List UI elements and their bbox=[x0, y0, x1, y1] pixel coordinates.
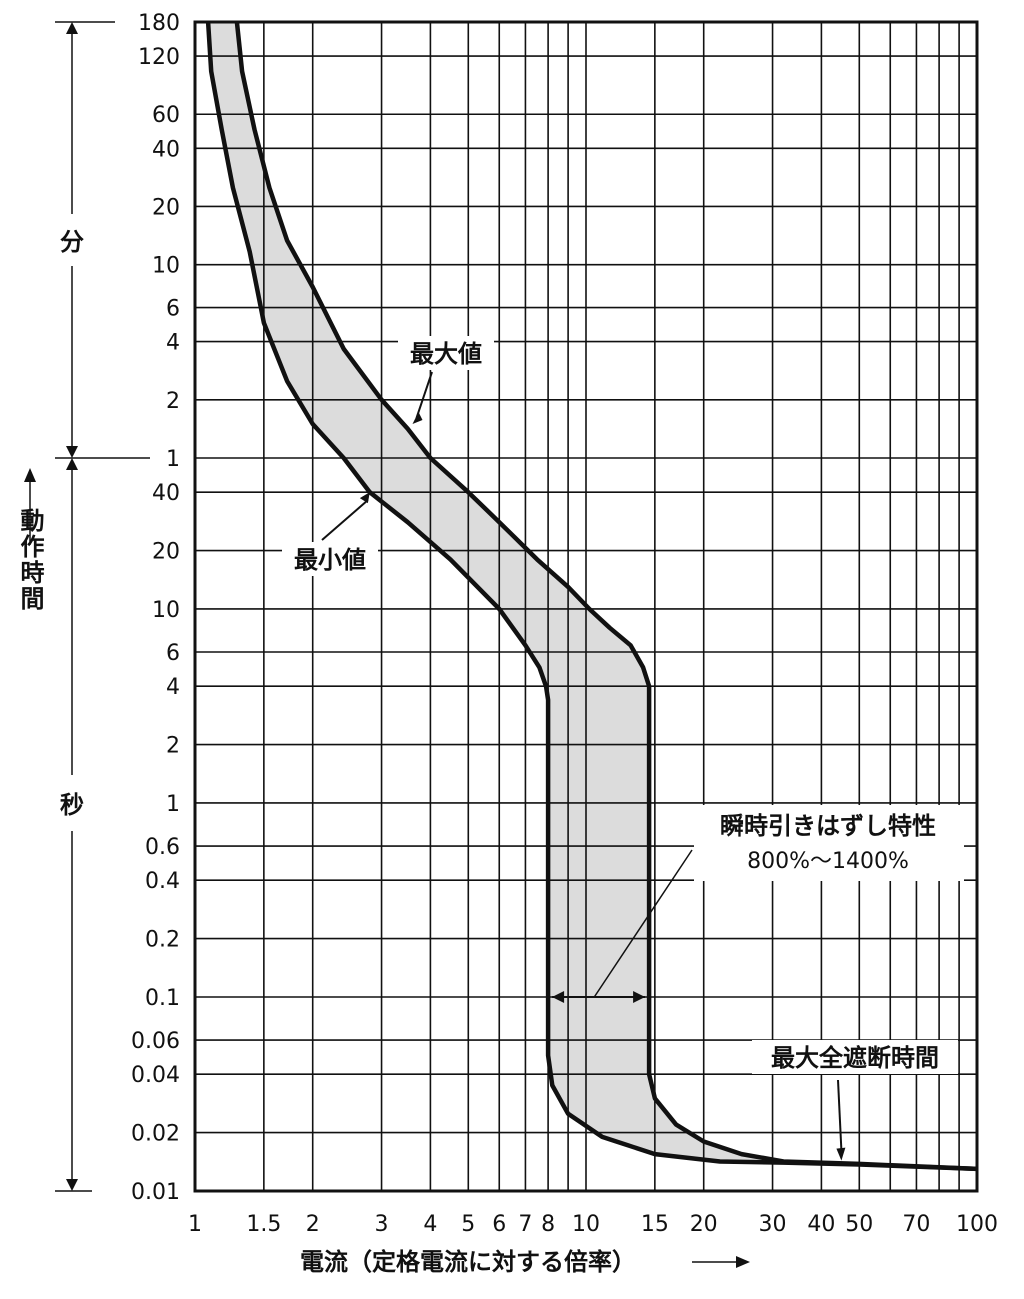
y-tick-label: 40 bbox=[152, 481, 180, 506]
x-tick-label: 40 bbox=[807, 1212, 835, 1237]
y-tick-label: 4 bbox=[166, 675, 180, 700]
y-tick-label: 1 bbox=[166, 792, 180, 817]
bracket-arrowhead bbox=[66, 1179, 78, 1191]
y-tick-label: 0.1 bbox=[145, 986, 180, 1011]
band-label-seconds: 秒 bbox=[60, 791, 84, 819]
x-tick-label: 7 bbox=[518, 1212, 532, 1237]
y-tick-label: 0.04 bbox=[131, 1063, 180, 1088]
x-tick-label: 1 bbox=[188, 1212, 202, 1237]
annotation-instant-range: 800%〜1400% bbox=[747, 849, 909, 874]
annotation-bg bbox=[282, 542, 378, 576]
x-tick-label: 30 bbox=[759, 1212, 787, 1237]
band-label-minutes: 分 bbox=[60, 228, 84, 256]
annotation-instant-pointer bbox=[593, 849, 693, 998]
y-tick-label: 40 bbox=[152, 137, 180, 162]
y-tick-label: 2 bbox=[166, 389, 180, 414]
series-line bbox=[205, 21, 978, 1172]
annotation-bg bbox=[694, 805, 964, 881]
y-tick-label: 20 bbox=[152, 540, 180, 565]
y-tick-label: 0.02 bbox=[131, 1122, 180, 1147]
y-tick-label: 180 bbox=[138, 11, 180, 36]
x-axis-arrow-head bbox=[736, 1256, 750, 1268]
y-tick-label: 4 bbox=[166, 331, 180, 356]
annotation-min-arrowhead bbox=[359, 492, 370, 504]
y-tick-label: 0.06 bbox=[131, 1029, 180, 1054]
x-tick-label: 8 bbox=[541, 1212, 555, 1237]
y-tick-label: 0.6 bbox=[145, 835, 180, 860]
annotation-bg bbox=[398, 336, 494, 370]
plot-frame bbox=[193, 20, 979, 1193]
instant-range-arrowhead bbox=[552, 990, 565, 1003]
bracket-arrowhead bbox=[66, 446, 78, 458]
x-tick-label: 10 bbox=[572, 1212, 600, 1237]
y-axis-title: 動作時間 bbox=[16, 508, 44, 612]
instant-range-arrowhead bbox=[633, 990, 646, 1003]
annotation-bg bbox=[752, 1040, 958, 1074]
x-tick-label: 6 bbox=[492, 1212, 506, 1237]
annotation-min-label: 最小値 bbox=[294, 546, 366, 574]
series-line bbox=[234, 21, 978, 1172]
y-tick-label: 6 bbox=[166, 297, 180, 322]
bracket-arrowhead bbox=[66, 458, 78, 470]
annotation-total-arrowhead bbox=[836, 1147, 846, 1161]
x-tick-label: 100 bbox=[956, 1212, 998, 1237]
annotation-min-pointer bbox=[321, 499, 369, 541]
x-tick-label: 3 bbox=[375, 1212, 389, 1237]
y-tick-label: 0.4 bbox=[145, 869, 180, 894]
y-tick-label: 2 bbox=[166, 734, 180, 759]
x-tick-label: 20 bbox=[690, 1212, 718, 1237]
annotation-instant-label: 瞬時引きはずし特性 bbox=[720, 812, 936, 840]
y-tick-label: 20 bbox=[152, 195, 180, 220]
annotation-total-pointer bbox=[837, 1079, 843, 1151]
annotation-max-label: 最大値 bbox=[410, 340, 482, 368]
x-tick-label: 70 bbox=[902, 1212, 930, 1237]
y-tick-label: 0.01 bbox=[131, 1180, 180, 1205]
x-tick-label: 50 bbox=[845, 1212, 873, 1237]
y-tick-label: 0.2 bbox=[145, 928, 180, 953]
bracket-arrowhead bbox=[66, 22, 78, 34]
y-tick-label: 10 bbox=[152, 254, 180, 279]
x-tick-label: 5 bbox=[461, 1212, 475, 1237]
x-tick-label: 4 bbox=[423, 1212, 437, 1237]
y-axis-arrow-head bbox=[24, 468, 36, 482]
x-axis-title: 電流（定格電流に対する倍率） bbox=[300, 1248, 636, 1276]
annotation-max-arrowhead bbox=[412, 411, 423, 424]
y-tick-label: 10 bbox=[152, 598, 180, 623]
annotation-max-pointer bbox=[415, 371, 433, 419]
y-tick-label: 120 bbox=[138, 45, 180, 70]
y-tick-label: 1 bbox=[166, 447, 180, 472]
y-tick-label: 60 bbox=[152, 103, 180, 128]
annotation-total-label: 最大全遮断時間 bbox=[771, 1044, 939, 1072]
y-tick-label: 6 bbox=[166, 641, 180, 666]
operating-band-fill bbox=[208, 22, 978, 1169]
x-tick-label: 2 bbox=[306, 1212, 320, 1237]
x-tick-label: 15 bbox=[641, 1212, 669, 1237]
x-tick-label: 1.5 bbox=[246, 1212, 281, 1237]
